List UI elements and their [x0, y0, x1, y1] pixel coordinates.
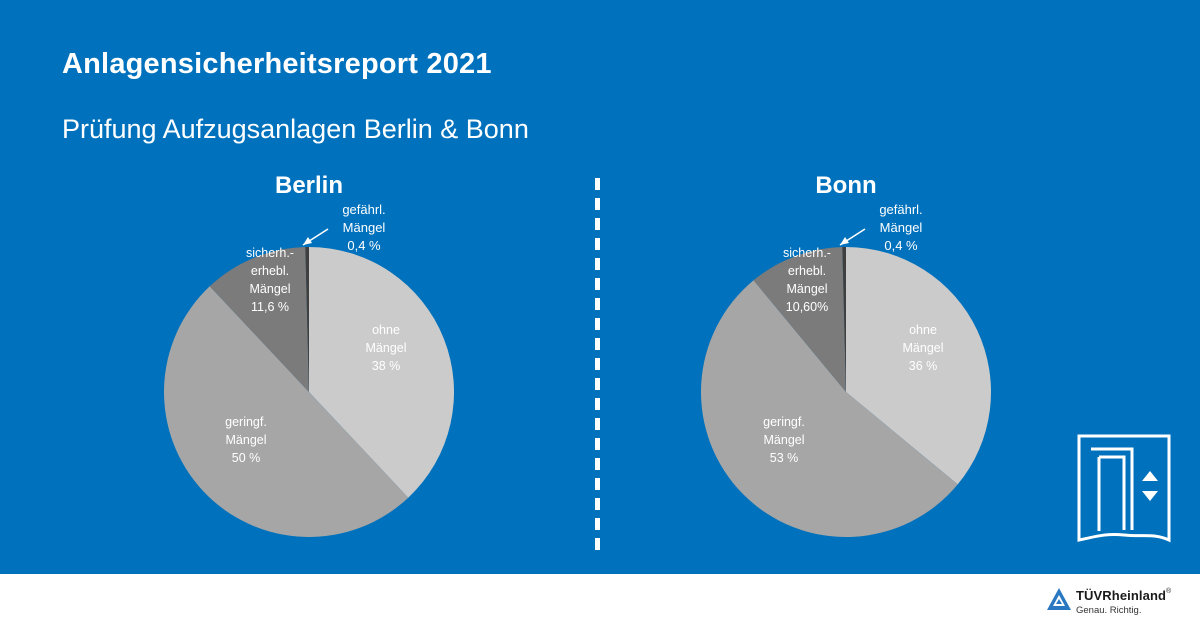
page-title: Anlagensicherheitsreport 2021 — [62, 48, 492, 80]
callout-arrowhead-bonn — [840, 237, 849, 245]
footer-bar — [0, 574, 1200, 627]
pie-slice-berlin-ohne — [309, 247, 455, 498]
pie-slice-bonn-ohne — [846, 247, 991, 485]
pie-slice-bonn-geringf — [700, 280, 958, 538]
dashed-divider — [595, 178, 600, 554]
pie-slice-berlin-sicherh — [209, 247, 309, 392]
data-label-berlin-gefaehrl: gefährl. Mängel 0,4 % — [342, 202, 385, 253]
data-label-berlin-sicherh: sicherh.-erhebl. Mängel 11,6 % — [246, 246, 294, 314]
data-label-berlin-geringf: geringf. Mängel 50 % — [225, 415, 267, 465]
pie-slice-bonn-sicherh — [753, 247, 846, 392]
logo-brand: TÜVRheinland® — [1076, 588, 1172, 603]
data-label-berlin-ohne: ohne Mängel 38 % — [366, 323, 407, 373]
pie-slice-berlin-gefaehrl — [305, 247, 309, 392]
elevator-icon — [1077, 434, 1171, 543]
callout-arrowhead-berlin — [303, 237, 312, 245]
pie-slice-bonn-gefaehrl — [842, 247, 846, 392]
pie-chart-bonn: ohne Mängel 36 % geringf. Mängel 53 % sicherh.… — [700, 202, 991, 538]
data-label-bonn-gefaehrl: gefährl. Mängel 0,4 % — [879, 202, 922, 253]
tuv-triangle-icon — [1047, 588, 1071, 610]
data-label-bonn-geringf: geringf. Mängel 53 % — [763, 415, 805, 465]
logo-tagline: Genau. Richtig. — [1076, 605, 1142, 616]
chart-title-bonn: Bonn — [815, 172, 877, 199]
chart-title-berlin: Berlin — [274, 172, 343, 199]
data-label-bonn-ohne: ohne Mängel 36 % — [903, 323, 944, 373]
data-label-bonn-sicherh: sicherh.-erhebl. Mängel 10,60% — [783, 246, 831, 314]
pie-slice-berlin-geringf — [163, 286, 409, 538]
pie-chart-berlin: ohne Mängel 38 % geringf. Mängel 50 % sicherh.… — [163, 202, 455, 538]
page-subtitle: Prüfung Aufzugsanlagen Berlin & Bonn — [62, 114, 529, 144]
